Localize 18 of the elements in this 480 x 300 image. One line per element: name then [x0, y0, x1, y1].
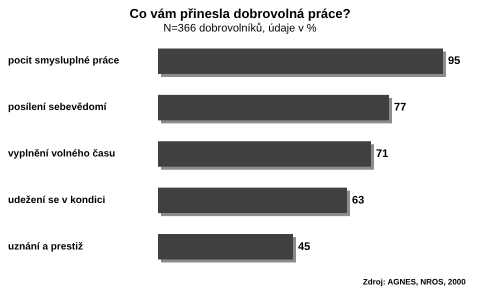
chart-title: Co vám přinesla dobrovolná práce?	[129, 6, 351, 21]
y-tick-label: uznání a prestiž	[8, 241, 84, 252]
bar	[158, 48, 443, 74]
bar	[158, 234, 293, 260]
data-label: 95	[448, 55, 460, 68]
chart-subtitle: N=366 dobrovolníků, údaje v %	[163, 22, 317, 34]
data-label: 71	[376, 148, 388, 160]
data-label: 63	[352, 194, 364, 206]
y-tick-label: vyplnění volného času	[8, 148, 116, 160]
bar	[158, 94, 389, 120]
y-tick-label: posílení sebevědomí	[8, 102, 108, 114]
data-label: 45	[298, 240, 310, 253]
y-tick-label: udežení se v kondici	[8, 194, 106, 206]
text: Zdroj: AGNES, NROS, 2000	[362, 278, 466, 286]
data-label: 77	[394, 102, 406, 114]
bar	[158, 141, 371, 167]
bar	[158, 188, 347, 214]
y-tick-label: pocit smysluplné práce	[8, 56, 120, 67]
